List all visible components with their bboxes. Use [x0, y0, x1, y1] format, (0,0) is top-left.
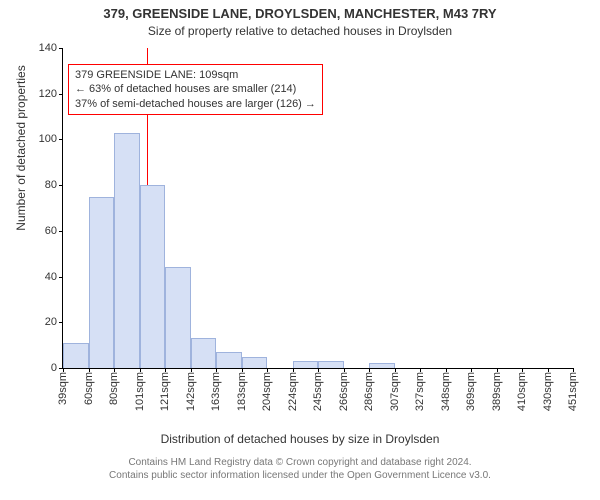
x-tick: 430sqm	[542, 368, 554, 411]
x-tick: 101sqm	[134, 368, 146, 411]
footer-line-1: Contains HM Land Registry data © Crown c…	[0, 456, 600, 469]
y-axis-label: Number of detached properties	[14, 0, 28, 308]
chart-container: { "title": { "text": "379, GREENSIDE LAN…	[0, 0, 600, 500]
info-line-3: 37% of semi-detached houses are larger (…	[75, 97, 316, 111]
x-tick: 204sqm	[261, 368, 273, 411]
x-tick: 121sqm	[159, 368, 171, 411]
info-line-1: 379 GREENSIDE LANE: 109sqm	[75, 68, 316, 82]
histogram-bar	[140, 185, 166, 368]
x-tick: 183sqm	[236, 368, 248, 411]
x-tick: 307sqm	[389, 368, 401, 411]
histogram-bar	[191, 338, 217, 368]
x-tick: 451sqm	[567, 368, 579, 411]
x-tick: 224sqm	[287, 368, 299, 411]
x-tick: 60sqm	[83, 368, 95, 405]
chart-subtitle: Size of property relative to detached ho…	[0, 24, 600, 38]
y-tick: 80	[45, 179, 63, 191]
y-tick: 40	[45, 271, 63, 283]
y-tick: 60	[45, 225, 63, 237]
x-tick: 389sqm	[491, 368, 503, 411]
y-tick: 20	[45, 316, 63, 328]
x-tick: 410sqm	[516, 368, 528, 411]
x-tick: 369sqm	[465, 368, 477, 411]
histogram-bar	[242, 357, 268, 368]
histogram-bar	[293, 361, 319, 368]
x-tick: 39sqm	[57, 368, 69, 405]
x-tick: 163sqm	[210, 368, 222, 411]
y-tick: 120	[39, 88, 63, 100]
histogram-bar	[216, 352, 242, 368]
page-title: 379, GREENSIDE LANE, DROYLSDEN, MANCHEST…	[0, 6, 600, 21]
x-axis-label: Distribution of detached houses by size …	[0, 432, 600, 446]
x-tick: 142sqm	[185, 368, 197, 411]
histogram-bar	[165, 267, 191, 368]
x-tick: 80sqm	[108, 368, 120, 405]
footer-line-2: Contains public sector information licen…	[0, 469, 600, 482]
histogram-bar	[63, 343, 89, 368]
histogram-bar	[89, 197, 115, 368]
x-tick: 327sqm	[414, 368, 426, 411]
info-box: 379 GREENSIDE LANE: 109sqm ← 63% of deta…	[68, 64, 323, 115]
footer-text: Contains HM Land Registry data © Crown c…	[0, 456, 600, 482]
x-tick: 266sqm	[338, 368, 350, 411]
y-tick: 140	[39, 42, 63, 54]
y-tick: 100	[39, 133, 63, 145]
x-tick: 348sqm	[440, 368, 452, 411]
histogram-bar	[318, 361, 344, 368]
info-line-2: ← 63% of detached houses are smaller (21…	[75, 82, 316, 96]
x-tick: 286sqm	[363, 368, 375, 411]
x-tick: 245sqm	[312, 368, 324, 411]
histogram-bar	[114, 133, 140, 368]
